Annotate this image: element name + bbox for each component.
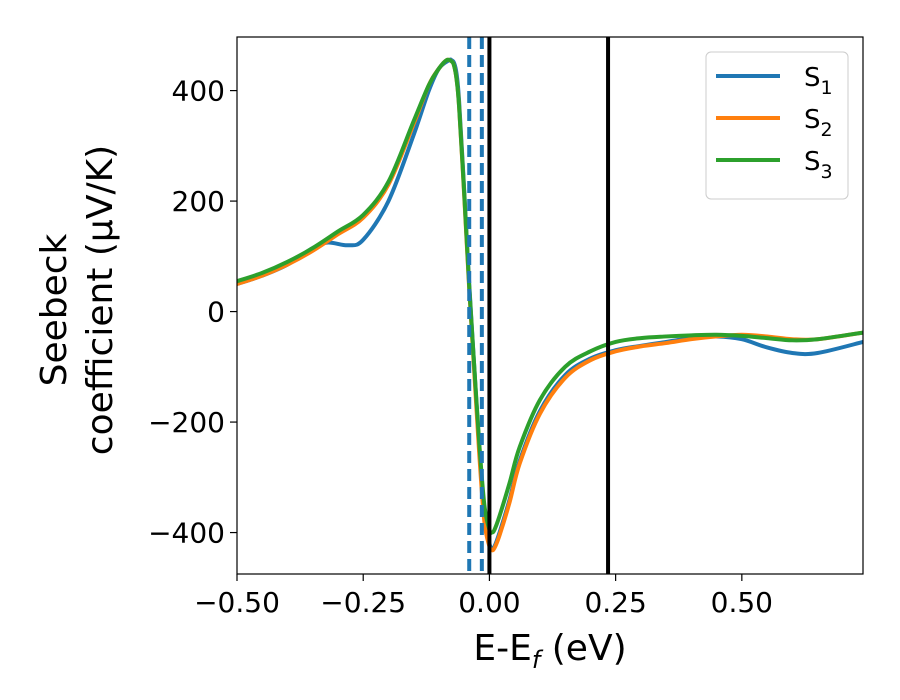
x-tick-label: −0.50 [194,586,280,619]
y-tick-label: 200 [172,185,225,218]
y-tick-label: 400 [172,75,225,108]
legend-label-s1: S1 [804,63,833,99]
x-tick-label: −0.25 [320,586,406,619]
plot-frame [236,36,864,575]
y-axis-title-line2: coefficient (μV/K) [80,145,121,455]
x-axis-title-unit: (eV) [540,628,626,669]
legend-label-s2: S2 [804,105,833,141]
x-axis-ticks: −0.50 −0.25 0.00 0.25 0.50 [194,574,773,619]
legend: S1 S2 S3 [705,51,849,200]
y-tick-label: −200 [148,406,225,439]
y-axis-ticks: −400 −200 0 200 400 [148,75,237,550]
x-tick-label: 0.25 [584,586,646,619]
x-tick-label: 0.00 [458,586,520,619]
y-tick-label: 0 [207,296,225,329]
reference-lines [467,37,611,574]
x-tick-label: 0.50 [711,586,773,619]
x-axis-title: E-Ef (eV) [473,628,626,674]
y-axis-title-line1: Seebeck [34,233,75,386]
legend-label-s3: S3 [804,147,833,183]
y-tick-label: −400 [148,517,225,550]
legend-box [705,51,849,200]
x-axis-title-main: E-E [473,628,531,669]
